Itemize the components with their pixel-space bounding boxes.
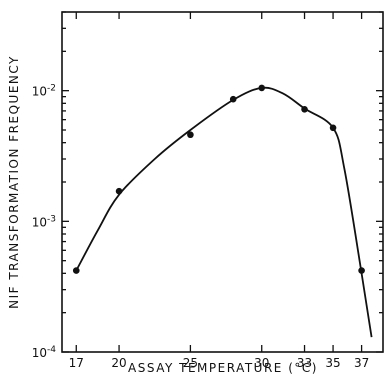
data-point	[329, 124, 337, 132]
tick-marks	[62, 11, 383, 353]
data-point	[187, 131, 194, 139]
data-point	[301, 106, 308, 113]
y-tick-label: 10-3	[32, 214, 56, 229]
data-point	[72, 267, 80, 274]
data-point	[115, 187, 123, 195]
x-tick-label: 17	[69, 356, 84, 370]
y-tick-labels: 10-4 10-3 10-2	[32, 84, 57, 360]
data-point	[258, 84, 266, 92]
data-point	[229, 95, 237, 103]
data-points	[72, 84, 365, 274]
y-axis-label: NIF TRANSFORMATION FREQUENCY	[7, 55, 21, 309]
plot-frame	[61, 11, 384, 353]
x-tick-label: 20	[111, 356, 126, 370]
x-tick-label: 37	[354, 356, 369, 370]
fitted-curve	[75, 86, 373, 338]
x-tick-label: 35	[325, 356, 340, 370]
data-point	[358, 267, 365, 274]
x-tick-label: 30	[254, 356, 269, 370]
y-tick-label: 10-4	[32, 345, 57, 360]
x-axis-label: ASSAY TEMPERATURE (°C)	[128, 361, 318, 375]
x-tick-labels: 17 20 25 30 33 35 37	[69, 356, 370, 370]
y-tick-label: 10-2	[32, 84, 56, 99]
x-tick-label: 25	[183, 356, 198, 370]
x-tick-label: 33	[297, 356, 312, 370]
